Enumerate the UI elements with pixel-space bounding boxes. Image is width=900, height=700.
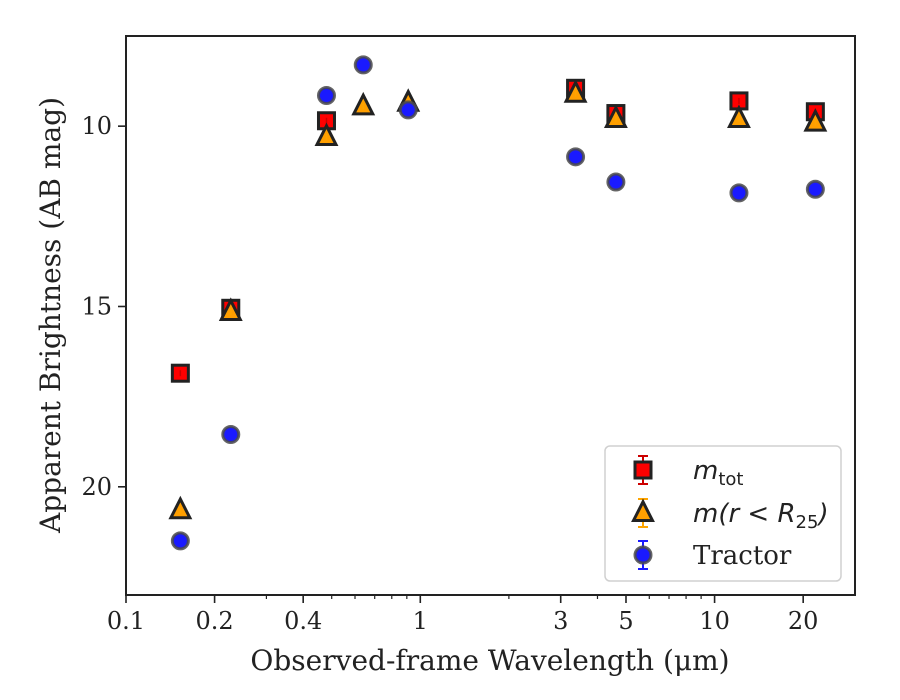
x-axis-ticks: 0.1 0.2 0.4 1 3 5 10 20	[107, 595, 819, 635]
legend-marker-mr25	[631, 498, 655, 523]
x-tick-label: 5	[618, 607, 633, 635]
legend-box	[604, 445, 842, 582]
x-axis-label: Observed-frame Wavelength (μm)	[250, 644, 729, 677]
y-axis-ticks: 10 15 20	[81, 112, 126, 501]
legend-label-tractor: Tractor	[693, 541, 792, 571]
x-tick-label: 20	[788, 607, 819, 635]
x-tick-label: 3	[553, 607, 568, 635]
y-tick-label: 15	[81, 292, 112, 320]
y-axis-label: Apparent Brightness (AB mag)	[34, 97, 67, 534]
plot-area	[125, 35, 856, 596]
legend-label-mtot: mtot	[693, 456, 743, 490]
plot-frame	[125, 35, 856, 596]
x-tick-label: 1	[413, 607, 428, 635]
y-tick-label: 10	[81, 112, 112, 140]
x-tick-label: 0.4	[284, 607, 322, 635]
legend-marker-mtot	[633, 460, 653, 480]
legend-marker-tractor	[633, 545, 653, 565]
x-tick-label: 0.1	[107, 607, 145, 635]
legend-label-mr25: m(r < R25)	[693, 499, 829, 533]
x-tick-label: 0.2	[196, 607, 234, 635]
x-tick-label: 10	[699, 607, 730, 635]
legend: mtot m(r < R25) Tractor	[604, 445, 842, 582]
y-tick-label: 20	[81, 473, 112, 501]
data-markers	[168, 55, 828, 551]
